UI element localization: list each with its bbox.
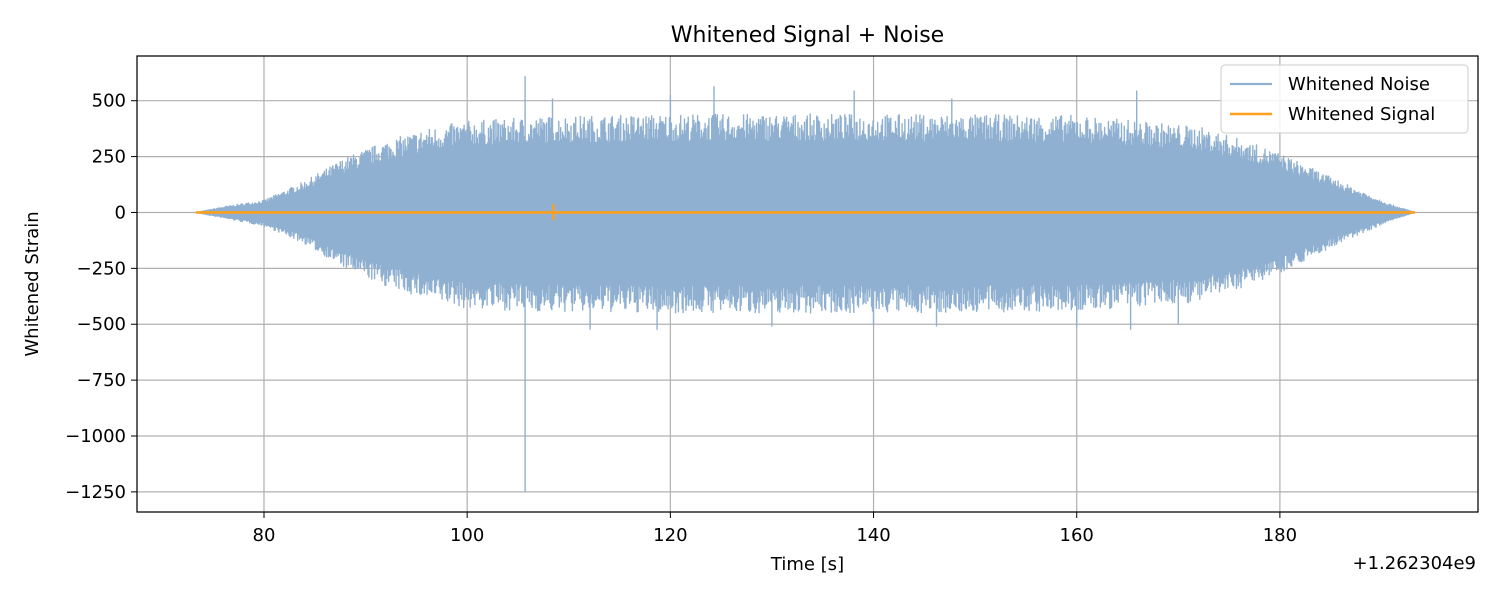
x-offset-label: +1.262304e9 (1353, 553, 1477, 574)
x-tick-label: 80 (253, 525, 276, 546)
y-axis-label: Whitened Strain (22, 211, 43, 356)
x-tick-label: 100 (450, 525, 484, 546)
axes-frame (136, 55, 1479, 513)
x-tick-label: 120 (653, 525, 687, 546)
legend-label: Whitened Signal (1288, 104, 1435, 125)
y-tick-label: −1000 (65, 426, 126, 447)
x-axis-label: Time [s] (770, 554, 844, 575)
y-tick-label: −500 (77, 314, 126, 335)
legend-box (1220, 64, 1469, 134)
y-tick-label: 0 (115, 202, 126, 223)
y-tick-label: −250 (77, 258, 126, 279)
y-tick-label: −1250 (65, 482, 126, 503)
x-tick-label: 140 (856, 525, 890, 546)
x-tick-label: 160 (1060, 525, 1094, 546)
x-tick-label: 180 (1263, 525, 1297, 546)
series-whitened-noise (195, 76, 1416, 492)
y-tick-label: 250 (92, 147, 126, 168)
chart-title: Whitened Signal + Noise (671, 23, 944, 48)
y-tick-label: 500 (92, 91, 126, 112)
legend-label: Whitened Noise (1288, 74, 1430, 95)
legend: Whitened Noise Whitened Signal (1220, 64, 1469, 134)
tick-layer: 80 100 120 140 160 180 500 250 0 −250 −500 −750 −100… (65, 91, 1297, 546)
y-tick-label: −750 (77, 370, 126, 391)
plot-layer (195, 76, 1416, 492)
